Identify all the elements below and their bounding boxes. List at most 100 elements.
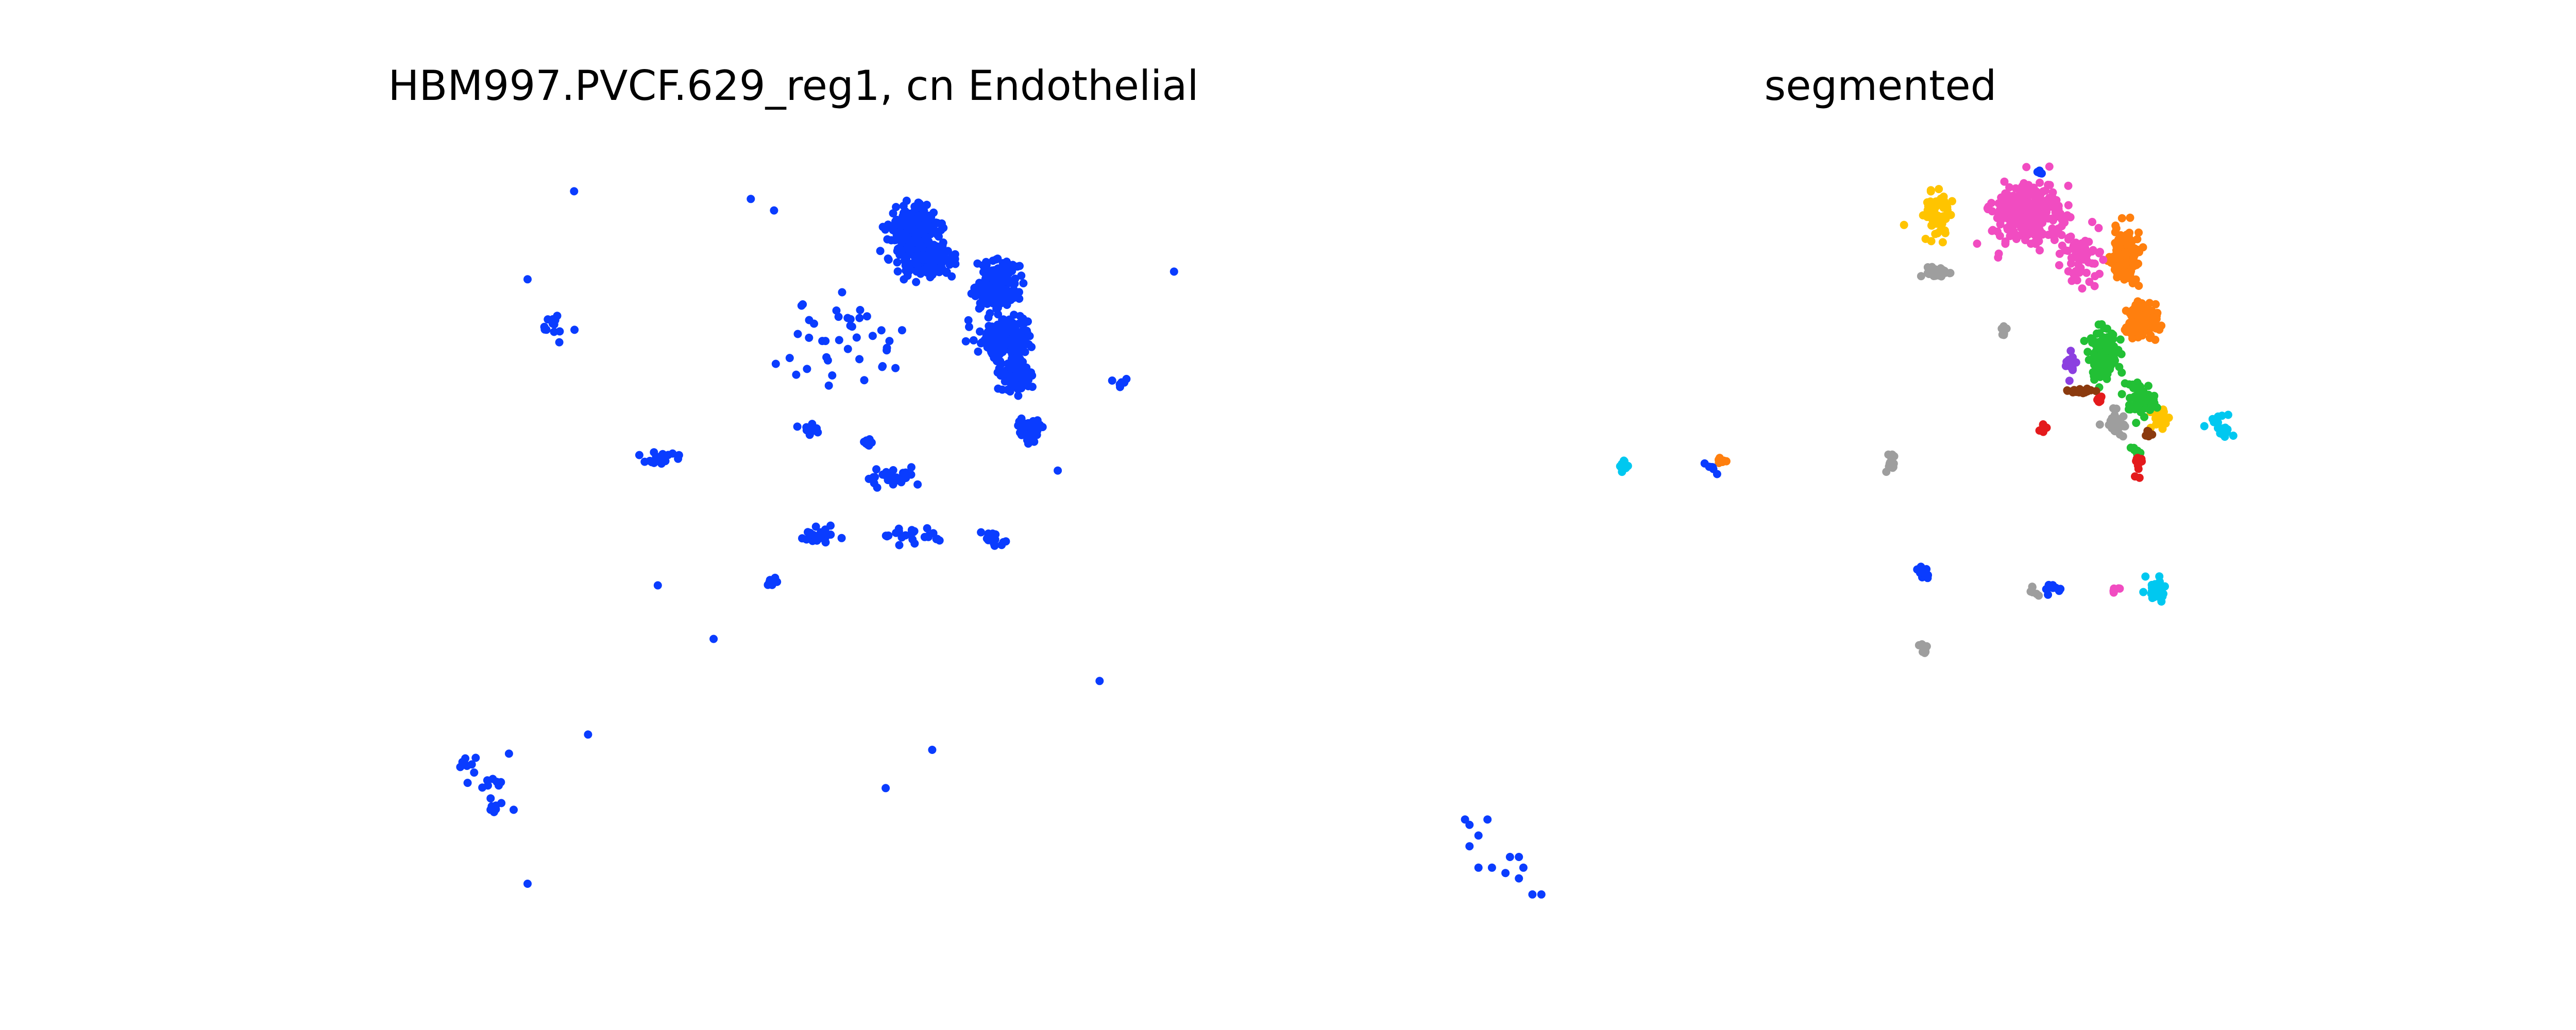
data-point bbox=[650, 448, 658, 457]
data-point bbox=[891, 364, 900, 372]
data-point bbox=[803, 365, 811, 373]
data-point bbox=[2129, 443, 2138, 452]
data-point bbox=[2001, 189, 2010, 198]
data-point bbox=[2158, 592, 2167, 601]
data-point bbox=[910, 252, 919, 261]
data-point bbox=[940, 248, 948, 257]
data-point bbox=[1528, 890, 1537, 899]
data-point bbox=[1095, 677, 1104, 685]
data-point bbox=[2121, 422, 2129, 431]
data-point bbox=[2056, 585, 2065, 593]
data-point bbox=[1000, 277, 1009, 286]
data-point bbox=[1995, 232, 2004, 240]
data-point bbox=[2045, 181, 2054, 190]
data-point bbox=[893, 267, 902, 276]
data-point bbox=[2007, 213, 2016, 221]
data-point bbox=[965, 322, 973, 331]
data-point bbox=[2031, 229, 2040, 237]
data-point bbox=[818, 533, 827, 541]
data-point bbox=[504, 749, 513, 758]
data-point bbox=[1619, 461, 1628, 470]
data-point bbox=[1923, 198, 1931, 207]
data-point bbox=[989, 330, 997, 338]
data-point bbox=[1010, 322, 1019, 331]
data-point bbox=[910, 202, 919, 211]
data-point bbox=[1945, 269, 1954, 278]
series-2 bbox=[1900, 185, 2173, 433]
data-point bbox=[2031, 239, 2040, 248]
data-point bbox=[1995, 208, 2004, 217]
data-point bbox=[895, 541, 904, 550]
data-point bbox=[2000, 177, 2009, 186]
data-point bbox=[978, 338, 987, 347]
data-point bbox=[1519, 863, 1528, 872]
data-point bbox=[2139, 588, 2148, 596]
data-point bbox=[828, 371, 837, 380]
data-point bbox=[2134, 228, 2143, 237]
data-point bbox=[785, 354, 794, 363]
data-point bbox=[2133, 317, 2142, 325]
data-point bbox=[1054, 466, 1062, 475]
data-point bbox=[2149, 395, 2158, 404]
data-point bbox=[2036, 178, 2044, 187]
data-point bbox=[1920, 569, 1928, 577]
data-point bbox=[897, 533, 906, 542]
data-point bbox=[2021, 236, 2029, 245]
data-point bbox=[928, 746, 937, 754]
right-chart-title: segmented bbox=[1764, 62, 1997, 110]
data-point bbox=[2116, 231, 2125, 239]
data-point bbox=[834, 313, 843, 321]
data-point bbox=[2067, 277, 2076, 285]
data-point bbox=[938, 265, 946, 273]
data-point bbox=[2229, 432, 2238, 440]
data-point bbox=[1973, 239, 1981, 248]
data-point bbox=[1002, 265, 1010, 274]
data-point bbox=[992, 290, 1001, 299]
data-point bbox=[892, 203, 901, 211]
data-point bbox=[897, 326, 906, 335]
data-point bbox=[497, 799, 506, 808]
series-0 bbox=[1715, 213, 2166, 467]
data-point bbox=[1948, 197, 1956, 205]
data-point bbox=[2126, 213, 2134, 222]
data-point bbox=[773, 577, 782, 586]
data-point bbox=[1014, 391, 1023, 400]
data-point bbox=[992, 271, 1001, 280]
data-point bbox=[2125, 318, 2134, 327]
data-point bbox=[947, 272, 956, 281]
data-point bbox=[2032, 190, 2041, 198]
data-point bbox=[912, 278, 921, 286]
data-point bbox=[961, 337, 970, 346]
data-point bbox=[877, 326, 886, 335]
data-point bbox=[2070, 245, 2079, 253]
data-point bbox=[1465, 842, 1474, 851]
data-point bbox=[2111, 221, 2120, 230]
data-point bbox=[2083, 348, 2092, 356]
data-point bbox=[1002, 329, 1010, 337]
data-point bbox=[1537, 890, 1546, 899]
data-point bbox=[657, 459, 666, 468]
data-point bbox=[2022, 163, 2031, 171]
data-point bbox=[771, 359, 780, 368]
data-point bbox=[2116, 335, 2125, 344]
data-point bbox=[2018, 213, 2026, 222]
data-point bbox=[2081, 236, 2090, 245]
data-point bbox=[909, 528, 918, 536]
data-point bbox=[1715, 459, 1723, 467]
data-point bbox=[2096, 248, 2104, 256]
data-point bbox=[872, 465, 880, 474]
data-point bbox=[2144, 382, 2153, 390]
data-point bbox=[894, 228, 903, 237]
data-point bbox=[2136, 325, 2144, 334]
data-point bbox=[2036, 246, 2044, 255]
data-point bbox=[2155, 572, 2164, 581]
data-point bbox=[855, 355, 864, 364]
data-point bbox=[2039, 199, 2047, 208]
left-chart-title: HBM997.PVCF.629_reg1, cn Endothelial bbox=[388, 62, 1199, 110]
data-point bbox=[2148, 594, 2157, 603]
data-point bbox=[846, 315, 855, 323]
data-point bbox=[998, 346, 1007, 355]
data-point bbox=[2099, 255, 2108, 264]
data-point bbox=[964, 316, 973, 324]
data-point bbox=[584, 730, 592, 739]
